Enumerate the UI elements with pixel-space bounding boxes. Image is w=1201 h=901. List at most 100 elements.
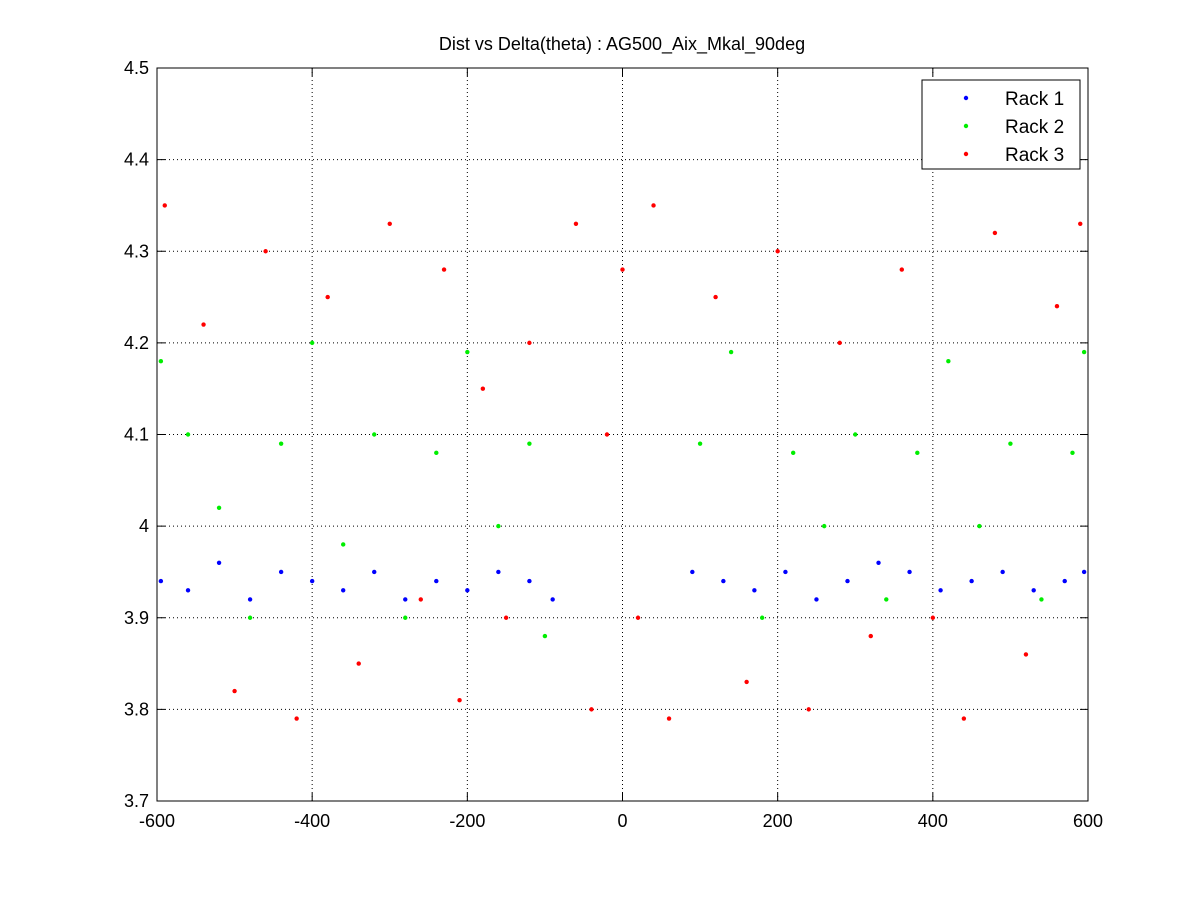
legend-marker <box>963 151 969 157</box>
data-point <box>325 294 330 300</box>
legend-label: Rack 2 <box>1005 117 1064 138</box>
data-point <box>527 340 532 346</box>
data-point <box>713 294 718 300</box>
data-point <box>480 386 486 391</box>
y-tick-label: 4.2 <box>124 333 149 353</box>
data-point <box>1062 578 1067 584</box>
y-tick-label: 4.5 <box>124 58 149 78</box>
data-point <box>884 597 889 602</box>
data-point <box>992 230 998 236</box>
x-tick-label: 400 <box>918 811 948 831</box>
data-point <box>1078 221 1083 226</box>
data-point <box>604 432 610 437</box>
data-point <box>814 597 819 602</box>
data-point <box>185 588 191 593</box>
data-point <box>752 588 757 593</box>
y-tick-label: 3.7 <box>124 791 149 811</box>
data-point <box>666 716 672 721</box>
data-point <box>899 267 904 272</box>
data-point <box>278 569 284 575</box>
x-tick-label: 600 <box>1073 811 1103 831</box>
data-point <box>550 597 555 602</box>
y-tick-label: 3.9 <box>124 608 149 628</box>
data-point <box>635 615 641 620</box>
series-1 <box>158 560 1087 602</box>
series-3 <box>162 203 1083 721</box>
data-point <box>232 688 237 694</box>
x-tick-label: 200 <box>763 811 793 831</box>
data-point <box>341 588 346 593</box>
y-tick-label: 3.8 <box>124 699 149 719</box>
data-point <box>309 578 315 584</box>
x-tick-label: 0 <box>617 811 627 831</box>
data-point <box>294 716 299 721</box>
x-tick-label: -600 <box>139 811 175 831</box>
data-point <box>915 450 920 456</box>
legend: Rack 1 Rack 2 Rack 3 <box>921 79 1081 170</box>
data-point <box>690 569 695 575</box>
data-point <box>263 249 268 254</box>
data-point <box>387 221 392 226</box>
data-point <box>496 569 501 575</box>
data-point <box>759 615 765 620</box>
legend-marker <box>963 123 969 129</box>
y-tick-label: 4.4 <box>124 150 149 170</box>
data-point <box>309 340 315 346</box>
data-point <box>441 267 447 272</box>
data-point <box>503 615 509 620</box>
data-point <box>853 432 858 437</box>
data-point <box>247 615 253 620</box>
data-point <box>946 359 951 364</box>
data-point <box>158 359 164 364</box>
legend-label: Rack 3 <box>1005 145 1064 166</box>
legend-marker <box>963 95 969 101</box>
data-point <box>620 267 625 272</box>
data-point <box>1081 569 1087 575</box>
data-point <box>158 578 164 584</box>
data-point <box>961 716 967 721</box>
data-point <box>216 505 222 510</box>
data-point <box>806 707 811 712</box>
chart-title: Dist vs Delta(theta) : AG500_Aix_Mkal_90… <box>439 34 805 55</box>
data-point <box>341 542 346 547</box>
data-point <box>728 349 734 355</box>
data-point <box>1031 588 1036 593</box>
plot-area <box>157 68 1088 801</box>
data-point <box>372 569 377 575</box>
data-point <box>162 203 167 208</box>
axis-ticks: -600 -400 -200 0 200 400 600 3.7 3.8 3.9 4 4.1 4.2 4.… <box>124 58 1103 831</box>
data-point <box>775 249 780 254</box>
data-point <box>465 588 470 593</box>
data-point <box>868 633 873 639</box>
y-tick-label: 4.1 <box>124 425 149 445</box>
data-point <box>651 203 656 208</box>
data-point <box>744 679 749 685</box>
y-tick-label: 4 <box>139 516 149 536</box>
data-point <box>697 441 703 446</box>
legend-box <box>921 79 1081 170</box>
data-point <box>930 615 936 620</box>
data-point <box>876 560 881 565</box>
data-point <box>185 432 191 437</box>
data-point <box>247 597 253 602</box>
data-point <box>721 578 726 584</box>
data-point <box>465 349 470 355</box>
data-point <box>1070 450 1075 456</box>
x-tick-label: -400 <box>294 811 330 831</box>
data-point <box>1081 349 1087 355</box>
data-point <box>496 523 501 529</box>
data-point <box>938 588 943 593</box>
data-point <box>201 322 206 327</box>
legend-label: Rack 1 <box>1005 89 1064 110</box>
data-point <box>278 441 284 446</box>
data-point <box>418 597 423 602</box>
data-points <box>158 203 1087 721</box>
data-point <box>403 597 408 602</box>
data-point <box>977 523 982 529</box>
data-point <box>527 441 532 446</box>
data-point <box>1008 441 1013 446</box>
data-point <box>907 569 912 575</box>
data-point <box>216 560 222 565</box>
data-point <box>434 578 439 584</box>
